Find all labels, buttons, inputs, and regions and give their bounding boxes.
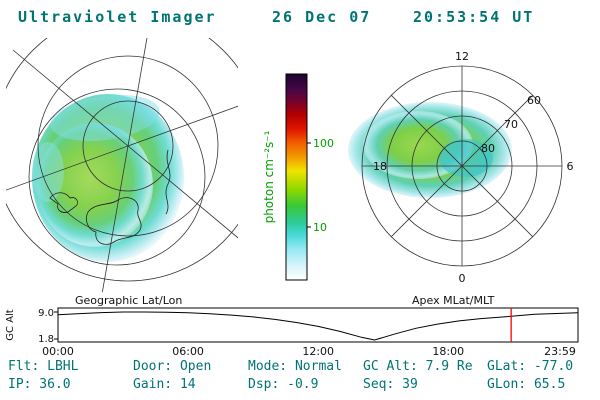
mlat-80-label: 80 <box>481 142 495 155</box>
xtick-0000: 00:00 <box>42 345 74 358</box>
colorbar: 100 10 photon cm⁻²s⁻¹ <box>262 73 334 281</box>
mlt-12-label: 12 <box>455 50 469 63</box>
colorbar-units-label: photon cm⁻²s⁻¹ <box>262 130 276 223</box>
colorbar-tick-100: 100 <box>313 137 334 150</box>
status-mode: Mode: Normal <box>248 359 342 374</box>
strip-ylabel: GC Alt <box>5 309 16 341</box>
date-label: 26 Dec 07 <box>272 8 371 26</box>
coastline-3 <box>165 149 171 215</box>
geo-parallel-3 <box>6 38 238 282</box>
status-readouts: Flt: LBHL Door: Open Mode: Normal GC Alt… <box>8 359 573 392</box>
status-dsp: Dsp: -0.9 <box>248 377 318 392</box>
xtick-1200: 12:00 <box>302 345 334 358</box>
geo-parallel-2 <box>37 55 219 237</box>
mlt-18-label: 18 <box>373 160 387 173</box>
strip-chart-frame <box>57 307 579 343</box>
status-door: Door: Open <box>133 359 211 374</box>
strip-ytick-top: 9.0 <box>38 308 54 319</box>
coastline-2 <box>86 197 142 245</box>
apex-panel-caption: Apex MLat/MLT <box>412 294 495 307</box>
apex-panel: 12 18 6 0 60 70 80 <box>348 50 574 285</box>
status-flt: Flt: LBHL <box>8 359 79 374</box>
mlat-70-label: 70 <box>504 118 518 131</box>
xtick-2359: 23:59 <box>544 345 576 358</box>
strip-ytick-bottom: 1.8 <box>38 334 54 345</box>
mlt-6-label: 6 <box>567 160 574 173</box>
app-title: Ultraviolet Imager <box>18 8 217 26</box>
aurora-cyan-fringe-top <box>50 94 160 142</box>
aurora-blob-left-core <box>37 123 153 247</box>
status-glon: GLon: 65.5 <box>487 377 565 392</box>
gc-alt-strip-chart: GC Alt 9.0 1.8 00:00 06:00 12:00 18:00 2… <box>5 307 579 358</box>
mlat-60-label: 60 <box>527 94 541 107</box>
status-gain: Gain: 14 <box>133 377 196 392</box>
status-gcalt: GC Alt: 7.9 Re <box>363 359 473 374</box>
gc-alt-curve <box>57 311 578 341</box>
geo-meridian-3 <box>12 49 238 239</box>
geo-panel <box>6 38 238 292</box>
status-glat: GLat: -77.0 <box>487 359 573 374</box>
geo-parallel-1 <box>82 100 174 192</box>
xtick-0600: 06:00 <box>172 345 204 358</box>
time-label: 20:53:54 UT <box>413 8 534 26</box>
colorbar-gradient <box>285 73 308 281</box>
status-ip: IP: 36.0 <box>8 377 71 392</box>
geo-fov-circle <box>28 88 206 266</box>
geo-panel-caption: Geographic Lat/Lon <box>75 294 182 307</box>
aurora-cyan-fringe-left <box>32 142 64 202</box>
spoke-diagonal-2 <box>391 95 533 237</box>
colorbar-tick-10: 10 <box>313 221 327 234</box>
xtick-1800: 18:00 <box>432 345 464 358</box>
mlt-0-label: 0 <box>459 272 466 285</box>
coastline-1 <box>49 192 78 213</box>
status-seq: Seq: 39 <box>363 377 418 392</box>
